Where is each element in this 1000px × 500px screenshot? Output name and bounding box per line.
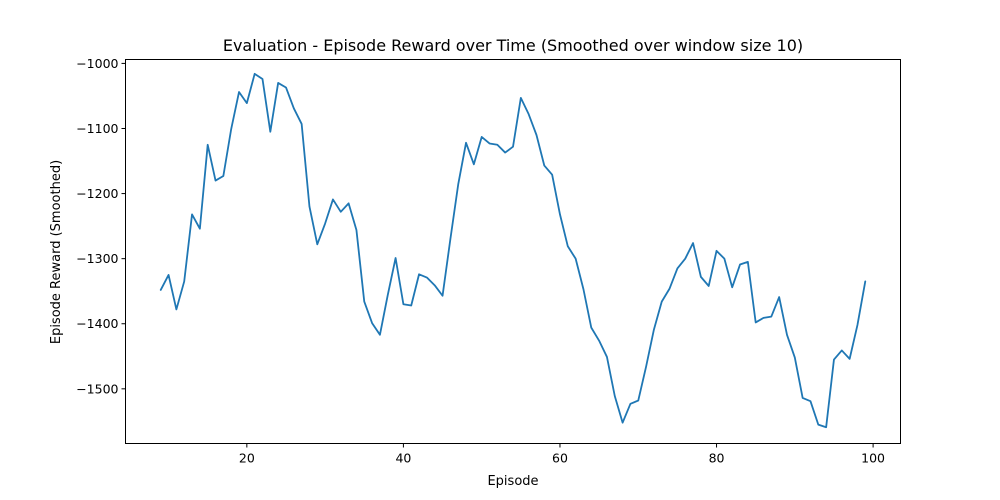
series-line — [159, 72, 867, 429]
x-axis: 20 40 60 80 100 — [239, 443, 885, 466]
x-tick-label: 40 — [395, 451, 411, 466]
x-tick-label: 100 — [861, 451, 885, 466]
y-tick-label: −1300 — [76, 251, 118, 266]
y-axis-label: Episode Reward (Smoothed) — [49, 160, 64, 344]
x-axis-label: Episode — [487, 474, 538, 489]
y-tick-label: −1100 — [76, 121, 118, 136]
y-tick-label: −1000 — [76, 56, 118, 71]
series-layer — [159, 72, 867, 429]
x-tick-label: 20 — [239, 451, 255, 466]
plot-area-frame — [125, 59, 901, 444]
chart-title: Evaluation - Episode Reward over Time (S… — [223, 36, 803, 55]
y-tick-label: −1200 — [76, 186, 118, 201]
y-axis: −1000 −1100 −1200 −1300 −1400 −1500 — [76, 56, 126, 396]
y-tick-label: −1500 — [76, 381, 118, 396]
x-tick-label: 80 — [709, 451, 725, 466]
x-tick-label: 60 — [552, 451, 568, 466]
y-tick-label: −1400 — [76, 316, 118, 331]
